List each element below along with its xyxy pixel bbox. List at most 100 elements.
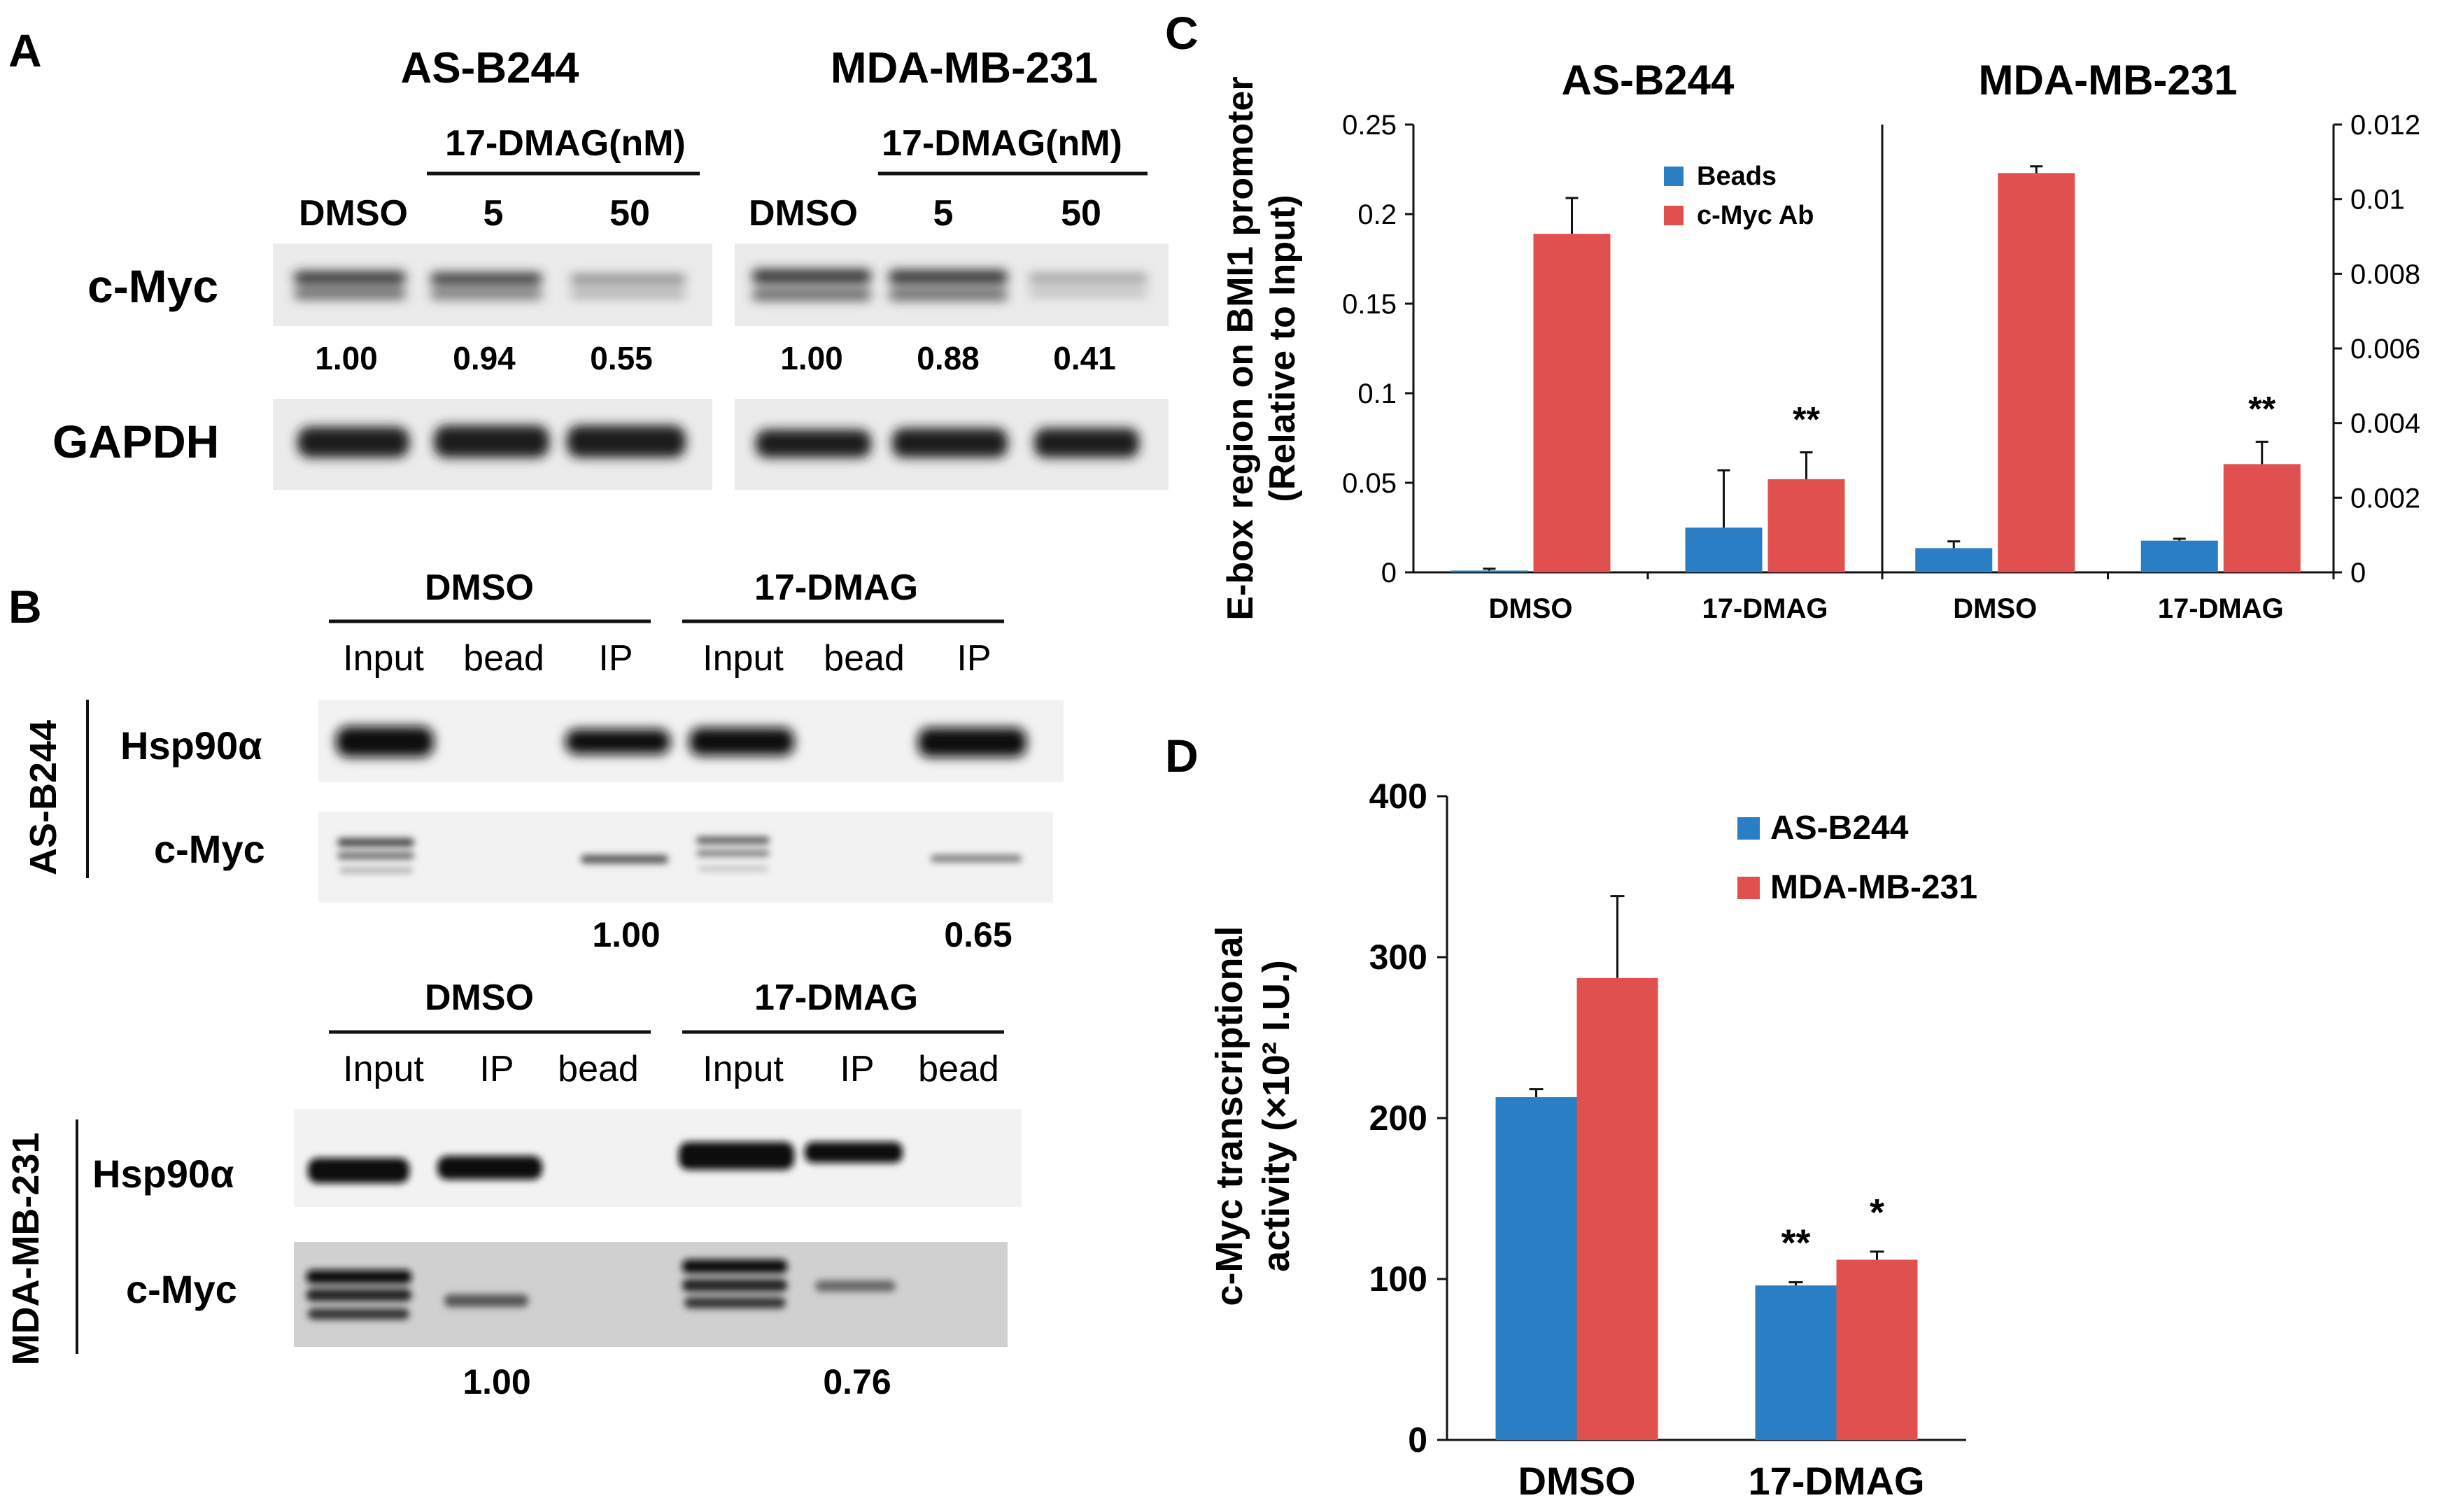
panel-a-treatment-2: 17-DMAG(nM) [882,123,1122,164]
c-left-tick-label: 0.05 [1342,468,1397,499]
lane-dmso-1: DMSO [299,193,408,234]
d-legend-swatch [1737,817,1760,840]
b-top-lane-5: bead [824,638,905,679]
panel-a-title-mda: MDA-MB-231 [831,44,1098,92]
c-bar-c-myc-ab [1998,173,2075,573]
lane-50-2: 50 [1061,193,1101,234]
c-right-tick-label: 0.002 [2350,483,2420,514]
c-legend-label: c-Myc Ab [1697,201,1814,230]
blot-b-bot-hsp-bands [308,1142,903,1183]
blot-b-bot-hsp [294,1109,1022,1207]
d-legend-label: MDA-MB-231 [1770,869,1977,906]
d-ylabel-2: activity (×10² I.U.) [1255,960,1297,1272]
blot-a-gapdh-2-bands [756,428,1139,458]
blot-a-cmyc-1-bands [294,271,686,299]
panel-a-row-gapdh: GAPDH [52,416,219,467]
d-ylabel-1: c-Myc transcriptional [1208,926,1250,1306]
c-left-tick-label: 0 [1381,558,1397,588]
c-legend-label: Beads [1697,162,1777,191]
quant-a-1: 1.00 [315,340,378,376]
c-right-tick-label: 0.004 [2350,409,2420,439]
d-significance: * [1870,1192,1884,1234]
b-bot-row-cmyc: c-Myc [126,1267,237,1311]
c-bar-beads [1685,528,1763,572]
c-left-tick-label: 0.2 [1357,199,1397,230]
c-category-label: 17-DMAG [1702,593,1828,624]
b-bot-lane-5: IP [840,1049,874,1089]
d-legend-label: AS-B244 [1770,810,1909,847]
panel-a-row-cmyc: c-Myc [87,260,218,312]
b-top-quant-1: 1.00 [592,915,660,954]
d-category-label: DMSO [1518,1459,1636,1503]
panel-b: B DMSO 17-DMAG Input bead IP Input bead … [5,567,1064,1401]
b-top-lane-6: IP [957,638,991,679]
b-bot-lane-3: bead [558,1049,639,1089]
d-y-tick-label: 100 [1369,1259,1427,1299]
b-top-quant-2: 0.65 [944,915,1012,954]
b-top-lane-4: Input [703,638,784,679]
panel-b-letter: B [8,581,42,633]
c-bar-beads [2140,540,2218,572]
b-bot-row-hsp90: Hsp90α [92,1152,234,1196]
panel-a-title-asb244: AS-B244 [401,44,580,92]
quant-a-3: 0.55 [590,340,653,376]
b-top-lane-1: Input [343,638,424,679]
b-top-group-17dmag: 17-DMAG [754,567,918,608]
c-right-tick-label: 0.012 [2350,110,2420,141]
panel-c-chart: C E-box region on BMI1 promoter (Relative… [1165,7,2420,624]
lane-50-1: 50 [609,193,650,234]
c-right-tick-label: 0.008 [2350,259,2420,290]
blot-a-cmyc-2 [735,243,1169,326]
c-right-tick-label: 0 [2350,558,2366,588]
c-left-tick-label: 0.1 [1357,379,1397,409]
c-bar-beads [1915,548,1993,572]
c-ylabel-1: E-box region on BMI1 promoter [1220,76,1261,620]
b-top-row-hsp90: Hsp90α [120,723,262,768]
b-bot-group-dmso: DMSO [425,977,534,1018]
quant-a-4: 1.00 [780,340,843,376]
b-bot-group-17dmag: 17-DMAG [754,977,918,1018]
lane-5-1: 5 [484,193,504,234]
d-y-tick-label: 400 [1369,777,1427,816]
d-legend-swatch [1737,877,1760,899]
b-top-lane-3: IP [598,638,633,679]
b-bot-quant-1: 1.00 [463,1362,530,1401]
b-top-lane-2: bead [463,638,544,679]
c-right-tick-label: 0.01 [2350,185,2405,216]
lane-5-2: 5 [933,193,954,234]
b-top-group-dmso: DMSO [425,567,534,608]
b-top-cell-label: AS-B244 [22,720,64,875]
c-legend-swatch [1664,167,1684,186]
blot-a-gapdh-1-bands [297,425,686,458]
d-y-tick-label: 300 [1369,938,1427,977]
quant-a-2: 0.94 [453,340,516,376]
c-facet-title-1: MDA-MB-231 [1978,57,2237,104]
blot-a-cmyc-2-bands [752,269,1148,300]
panel-d-letter: D [1165,730,1199,782]
d-y-tick-label: 0 [1408,1420,1427,1460]
d-bar-as-b244 [1495,1097,1577,1440]
c-category-label: 17-DMAG [2158,593,2284,624]
blot-b-bot-cmyc [294,1242,1008,1347]
panel-d-chart: D 0 100 200 300 400 c-Myc transcriptional acti… [1165,730,1977,1503]
c-significance: ** [2248,389,2275,428]
b-top-row-cmyc: c-Myc [154,827,265,871]
lane-dmso-2: DMSO [749,193,858,234]
d-bar-as-b244 [1755,1285,1837,1440]
c-legend-swatch [1664,206,1684,225]
c-bar-c-myc-ab [1533,234,1611,572]
d-bar-mda-mb-231 [1836,1259,1918,1440]
quant-a-6: 0.41 [1053,340,1116,376]
c-bar-c-myc-ab [1767,479,1845,572]
c-left-tick-label: 0.15 [1342,289,1397,320]
blot-b-top-cmyc-bands [337,837,1022,873]
quant-a-5: 0.88 [917,340,980,376]
b-bot-lane-1: Input [343,1049,424,1089]
panel-c-letter: C [1165,7,1199,59]
blot-b-top-hsp-bands [336,726,1026,757]
panel-a-treatment-1: 17-DMAG(nM) [445,123,686,164]
b-bot-lane-4: Input [703,1049,784,1089]
d-significance: ** [1781,1222,1810,1264]
panel-a: A AS-B244 MDA-MB-231 17-DMAG(nM) 17-DMAG… [8,24,1169,490]
